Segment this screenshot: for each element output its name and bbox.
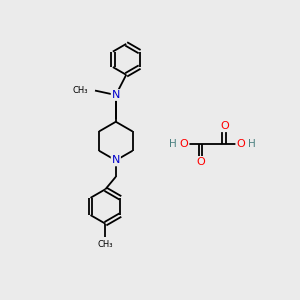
- Text: O: O: [196, 157, 205, 167]
- Text: H: H: [169, 139, 177, 149]
- Text: H: H: [248, 139, 256, 149]
- Text: N: N: [112, 90, 120, 100]
- Text: CH₃: CH₃: [98, 240, 113, 249]
- Text: O: O: [180, 139, 189, 149]
- Text: N: N: [112, 155, 120, 165]
- Text: CH₃: CH₃: [72, 86, 88, 95]
- Text: O: O: [220, 121, 229, 131]
- Text: O: O: [236, 139, 245, 149]
